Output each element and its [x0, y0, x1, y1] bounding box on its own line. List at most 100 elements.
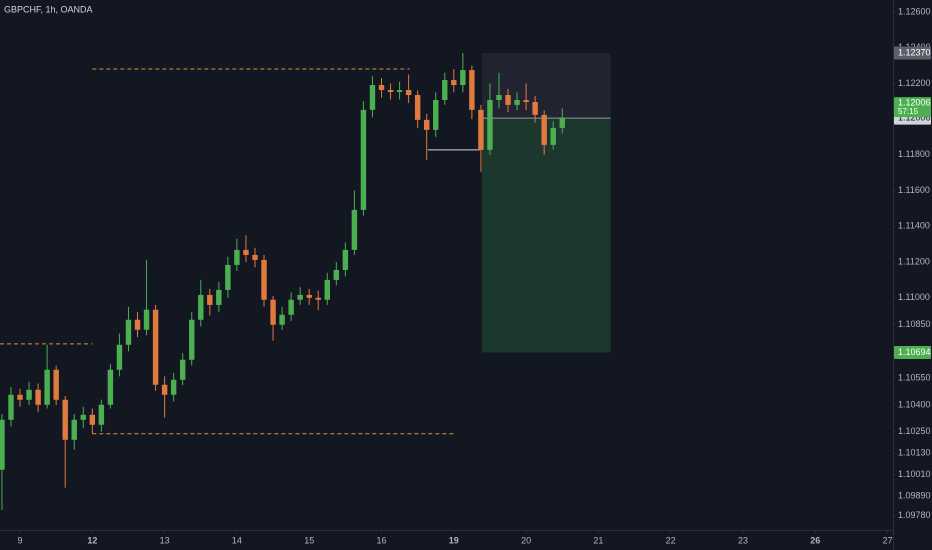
candle-body	[134, 319, 141, 330]
x-tick-label: 21	[593, 535, 603, 545]
countdown: 57:15	[898, 107, 919, 116]
candle-body	[315, 297, 321, 300]
candle-body	[487, 100, 493, 150]
candle-body	[333, 269, 340, 280]
candle-body	[541, 114, 547, 145]
y-tick-label: 1.10130	[898, 448, 931, 458]
y-tick-label: 1.11800	[898, 149, 930, 159]
candle-body	[469, 70, 475, 110]
price-label: 1.12370	[898, 47, 931, 57]
candle-body	[324, 279, 330, 300]
x-tick-label: 20	[521, 535, 531, 545]
y-tick-label: 1.10850	[898, 319, 931, 329]
y-tick-label: 1.10400	[898, 399, 931, 409]
price-label-box	[894, 46, 931, 60]
x-tick-label: 19	[449, 535, 459, 545]
candle-body	[550, 127, 556, 145]
x-tick-label: 15	[304, 535, 314, 545]
candle-body	[125, 319, 132, 345]
y-tick-label: 1.11600	[898, 185, 930, 195]
candle-body	[297, 294, 303, 300]
y-tick-label: 1.09890	[898, 490, 931, 500]
price-label: 1.10694	[898, 347, 931, 357]
candle-body	[405, 90, 412, 96]
candle-body	[89, 414, 96, 425]
candle-body	[0, 419, 5, 470]
candle-body	[514, 100, 520, 105]
candle-body	[243, 249, 249, 255]
x-tick-label: 9	[18, 535, 23, 545]
candle-body	[478, 109, 484, 150]
candle-body	[44, 369, 50, 405]
candle-body	[189, 319, 195, 360]
candle-body	[116, 344, 123, 370]
candle-body	[80, 414, 86, 420]
candle-body	[360, 109, 367, 210]
candle-body	[279, 314, 285, 325]
y-tick-label: 1.12200	[898, 78, 931, 88]
candle-body	[423, 119, 430, 130]
candle-body	[369, 85, 376, 110]
candle-body	[261, 259, 267, 300]
candle-body	[532, 101, 538, 115]
x-tick-label: 14	[232, 535, 242, 545]
y-tick-label: 1.11000	[898, 292, 930, 302]
candle-body	[53, 369, 59, 400]
candle-body	[306, 294, 312, 298]
x-tick-label: 23	[738, 535, 748, 545]
candle-body	[161, 384, 168, 395]
candle-body	[198, 294, 204, 320]
x-tick-label: 22	[666, 535, 676, 545]
candle-body	[442, 80, 448, 101]
candle-body	[107, 369, 114, 405]
candle-body	[252, 254, 258, 260]
candle-body	[62, 399, 68, 440]
x-tick-label: 27	[883, 535, 893, 545]
candle-body	[342, 249, 349, 270]
candle-body	[98, 404, 105, 425]
candle-body	[234, 249, 240, 265]
y-tick-label: 1.09780	[898, 510, 931, 520]
last-price-label: 1.12006	[898, 97, 931, 107]
candle-body	[170, 379, 177, 395]
chart-title: GBPCHF, 1h, OANDA	[4, 4, 93, 14]
y-tick-label: 1.11400	[898, 221, 930, 231]
stop-zone	[481, 53, 611, 119]
candle-body	[505, 95, 511, 105]
target-zone	[481, 118, 611, 353]
y-tick-label: 1.10250	[898, 426, 931, 436]
candle-body	[288, 299, 294, 315]
candle-body	[17, 394, 23, 400]
candle-body	[26, 389, 32, 400]
candle-body	[35, 389, 41, 405]
candle-body	[523, 100, 529, 102]
candle-body	[378, 85, 385, 91]
y-tick-label: 1.10550	[898, 373, 931, 383]
y-tick-label: 1.12600	[898, 6, 931, 16]
candle-body	[71, 419, 77, 440]
candle-body	[414, 95, 421, 120]
candle-body	[216, 289, 222, 305]
candle-body	[351, 209, 358, 250]
x-tick-label: 26	[810, 535, 820, 545]
x-tick-label: 16	[376, 535, 386, 545]
y-tick-label: 1.11200	[898, 256, 930, 266]
candle-body	[225, 264, 231, 290]
candle-body	[496, 95, 502, 101]
candle-body	[433, 100, 439, 130]
price-label-box	[894, 345, 931, 359]
candle-body	[207, 294, 213, 305]
y-tick-label: 1.10010	[898, 469, 931, 479]
candle-body	[8, 394, 14, 420]
x-tick-label: 13	[160, 535, 170, 545]
candle-body	[559, 118, 565, 128]
candle-body	[451, 80, 457, 86]
candle-body	[179, 359, 186, 380]
candle-body	[387, 90, 394, 92]
candle-body	[270, 299, 276, 325]
candle-body	[152, 309, 159, 385]
x-tick-label: 12	[87, 535, 97, 545]
